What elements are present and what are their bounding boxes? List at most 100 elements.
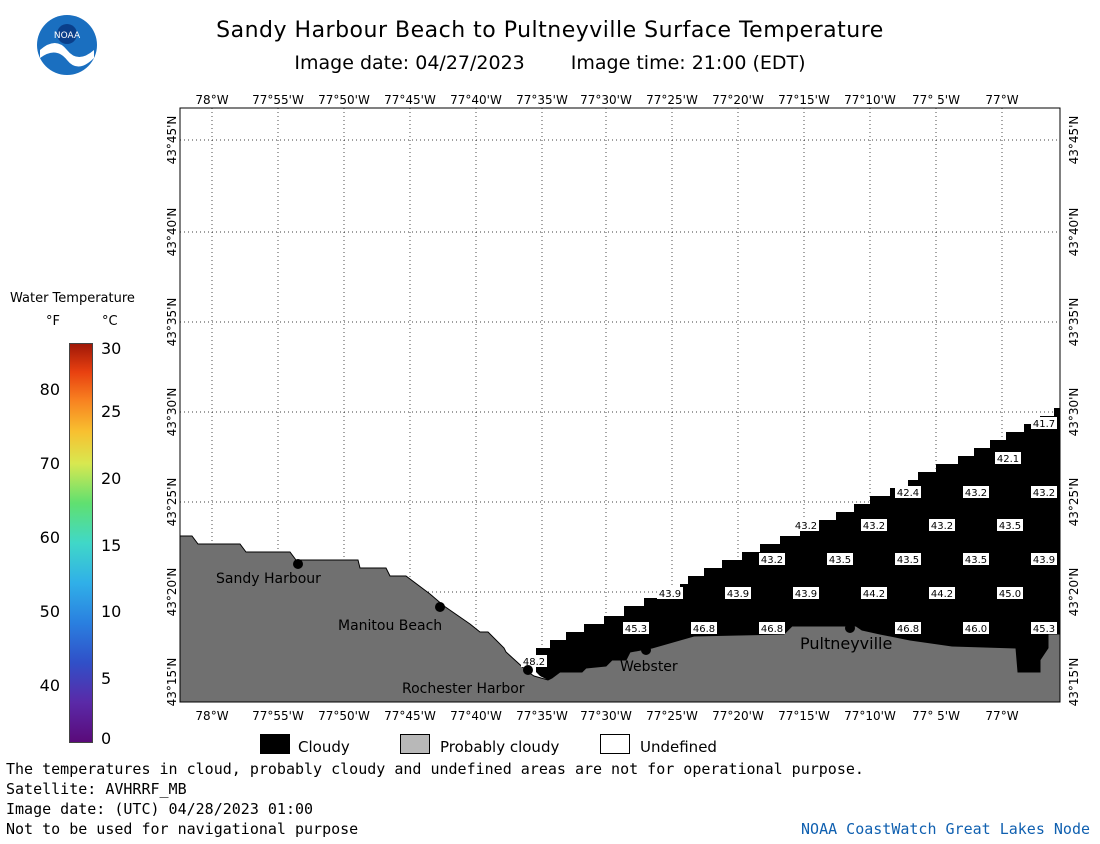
temperature-label-box xyxy=(827,553,853,565)
temperature-value: 46.0 xyxy=(965,624,987,635)
temperature-label: 45.0 xyxy=(997,587,1023,600)
longitude-label: 77°50'W xyxy=(318,93,370,107)
temperature-value: 44.2 xyxy=(931,589,953,600)
place-dot xyxy=(523,665,533,675)
place-marker: Pultneyville xyxy=(800,623,892,653)
temperature-label-box xyxy=(895,622,921,634)
temperature-value: 46.8 xyxy=(897,624,919,635)
temperature-value: 44.2 xyxy=(863,589,885,600)
place-dot xyxy=(845,623,855,633)
longitude-label: 77°35'W xyxy=(516,709,568,723)
temperature-label: 44.2 xyxy=(861,587,887,600)
celsius-tick: 25 xyxy=(101,402,122,421)
temperature-value: 43.5 xyxy=(965,555,987,566)
temperature-label-box xyxy=(1031,417,1057,429)
unit-celsius: °C xyxy=(102,314,118,329)
temperature-label: 43.9 xyxy=(725,587,751,600)
land-area xyxy=(179,535,1061,703)
temperature-label: 43.2 xyxy=(759,553,785,566)
latitude-label: 43°20'N xyxy=(165,568,179,617)
temperature-value: 43.2 xyxy=(795,521,817,532)
temperature-label-box xyxy=(963,486,989,498)
credit-link[interactable]: NOAA CoastWatch Great Lakes Node xyxy=(801,820,1090,838)
longitude-label: 77°55'W xyxy=(252,93,304,107)
longitude-label: 77°55'W xyxy=(252,709,304,723)
fahrenheit-tick: 40 xyxy=(39,676,60,695)
temperature-label-box xyxy=(995,452,1021,464)
temperature-label-box xyxy=(1031,486,1057,498)
latitude-label: 43°25'N xyxy=(1067,478,1081,527)
place-label: Webster xyxy=(620,659,678,675)
latitude-label: 43°35'N xyxy=(165,298,179,347)
temperature-label: 43.2 xyxy=(793,519,819,532)
latitude-label: 43°45'N xyxy=(1067,116,1081,165)
place-marker: Rochester Harbor xyxy=(402,665,533,697)
temperature-label-box xyxy=(963,622,989,634)
fahrenheit-tick: 80 xyxy=(39,380,60,399)
longitude-label: 77°30'W xyxy=(580,93,632,107)
latitude-label: 43°30'N xyxy=(165,388,179,437)
cloud-region xyxy=(536,408,1060,680)
temperature-colorbar xyxy=(69,343,93,743)
celsius-tick: 10 xyxy=(101,602,122,621)
image-time-label: Image time: 21:00 (EDT) xyxy=(570,52,806,74)
temperature-label: 43.5 xyxy=(963,553,989,566)
longitude-label: 77°15'W xyxy=(778,709,830,723)
longitude-label: 77°10'W xyxy=(844,709,896,723)
temperature-value: 43.2 xyxy=(931,521,953,532)
longitude-label: 77°45'W xyxy=(384,709,436,723)
fahrenheit-tick: 60 xyxy=(39,528,60,547)
latitude-label: 43°40'N xyxy=(165,208,179,257)
place-label: Pultneyville xyxy=(800,634,892,653)
temperature-label: 45.3 xyxy=(1031,622,1057,635)
longitude-label: 77°25'W xyxy=(646,93,698,107)
note-operational: The temperatures in cloud, probably clou… xyxy=(6,760,864,778)
temperature-value: 43.5 xyxy=(999,521,1021,532)
temperature-value: 45.0 xyxy=(999,589,1021,600)
temperature-value: 43.2 xyxy=(863,521,885,532)
cloudy-swatch xyxy=(260,734,290,754)
place-label: Sandy Harbour xyxy=(216,571,321,587)
temperature-label-box xyxy=(657,587,683,599)
temperature-label: 43.2 xyxy=(929,519,955,532)
celsius-tick: 20 xyxy=(101,469,122,488)
temperature-label-box xyxy=(759,553,785,565)
temperature-label-box xyxy=(963,553,989,565)
latitude-label: 43°45'N xyxy=(165,116,179,165)
temperature-label: 46.0 xyxy=(963,622,989,635)
longitude-label: 77°30'W xyxy=(580,709,632,723)
temperature-label-box xyxy=(793,587,819,599)
temperature-label: 43.9 xyxy=(793,587,819,600)
temperature-value: 42.4 xyxy=(897,488,919,499)
unit-fahrenheit: °F xyxy=(46,314,60,329)
longitude-label: 77°15'W xyxy=(778,93,830,107)
temperature-value: 45.3 xyxy=(1033,624,1055,635)
place-label: Rochester Harbor xyxy=(402,681,525,697)
temperature-label-box xyxy=(997,519,1023,531)
temperature-label-box xyxy=(929,587,955,599)
temperature-label-box xyxy=(1031,622,1057,634)
temperature-label-box xyxy=(521,655,547,667)
probably-cloudy-swatch xyxy=(400,734,430,754)
note-image-date-utc: Image date: (UTC) 04/28/2023 01:00 xyxy=(6,800,314,818)
latitude-labels: 43°45'N 43°45'N 43°40'N 43°40'N 43°35'N 43°35… xyxy=(165,116,1081,707)
fahrenheit-tick: 70 xyxy=(39,454,60,473)
temperature-label: 46.8 xyxy=(895,622,921,635)
longitude-label: 77°W xyxy=(985,709,1018,723)
longitude-label: 77°45'W xyxy=(384,93,436,107)
place-markers: Sandy Harbour Manitou Beach Rochester Harb… xyxy=(216,559,892,697)
temperature-value: 43.5 xyxy=(829,555,851,566)
temperature-label-box xyxy=(793,519,819,531)
celsius-tick: 5 xyxy=(101,669,112,688)
place-marker: Manitou Beach xyxy=(338,602,445,634)
longitude-label: 77° 5'W xyxy=(912,709,960,723)
temperature-label: 42.1 xyxy=(995,452,1021,465)
image-date-label: Image date: 04/27/2023 xyxy=(294,52,525,74)
celsius-tick: 30 xyxy=(101,339,122,358)
temperature-label-box xyxy=(1031,553,1057,565)
latitude-label: 43°15'N xyxy=(1067,658,1081,707)
temperature-label-box xyxy=(725,587,751,599)
noaa-logo: NOAA xyxy=(36,14,98,76)
temperature-label-box xyxy=(861,519,887,531)
temperature-label: 43.2 xyxy=(963,486,989,499)
